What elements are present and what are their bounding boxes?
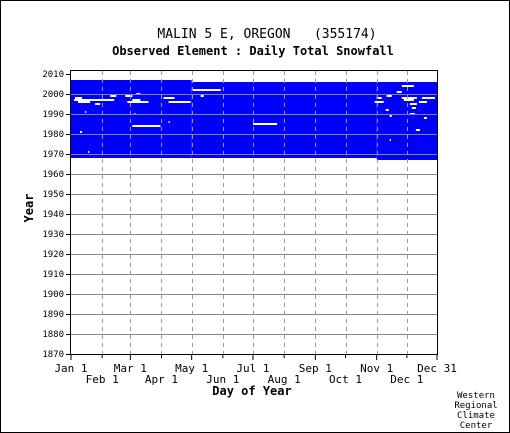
plot-area <box>70 70 438 355</box>
y-axis-label: Year <box>22 194 36 223</box>
grid-layer <box>71 71 437 354</box>
y-tick-label: 1970 <box>42 150 64 160</box>
missing-data-segment <box>423 117 427 119</box>
missing-data-segment <box>252 123 278 125</box>
credit-block: Western Regional Climate Center <box>454 391 497 431</box>
x-tick-label: Mar 1 <box>114 362 147 375</box>
y-tick-label: 1930 <box>42 230 64 240</box>
coverage-block <box>71 80 192 158</box>
x-axis-label: Day of Year <box>212 384 291 398</box>
y-tick-label: 1960 <box>42 170 64 180</box>
missing-data-segment <box>386 95 392 97</box>
missing-data-segment <box>102 99 115 101</box>
credit-line-1: Western <box>457 391 495 401</box>
x-tick-label: Oct 1 <box>329 373 362 386</box>
missing-data-segment <box>389 139 391 141</box>
y-tick-label: 1890 <box>42 310 64 320</box>
credit-line-2: Regional <box>454 401 497 411</box>
y-tick-label: 1900 <box>42 290 64 300</box>
y-tick-label: 1980 <box>42 130 64 140</box>
missing-data-segment <box>191 89 221 91</box>
x-tick-label: Jul 1 <box>236 362 269 375</box>
missing-data-segment <box>401 97 417 99</box>
x-tick-label: May 1 <box>175 362 208 375</box>
y-tick-label: 2010 <box>42 70 64 80</box>
missing-data-segment <box>409 103 417 105</box>
x-tick-label: Jan 1 <box>54 362 87 375</box>
credit-line-3: Climate <box>457 411 495 421</box>
data-layer <box>71 80 438 160</box>
missing-data-segment <box>401 85 414 87</box>
missing-data-segment <box>396 91 402 93</box>
y-tick-label: 1910 <box>42 270 64 280</box>
y-tick-label: 1880 <box>42 330 64 340</box>
missing-data-segment <box>418 101 427 103</box>
missing-data-segment <box>385 109 389 111</box>
x-tick-label: Feb 1 <box>86 373 119 386</box>
chart-subtitle: Observed Element : Daily Total Snowfall <box>112 44 394 58</box>
x-tick-label: Sep 1 <box>299 362 332 375</box>
y-tick-label: 1990 <box>42 110 64 120</box>
missing-data-segment <box>110 95 117 97</box>
x-tick-label: Jun 1 <box>206 373 239 386</box>
y-tick-label: 1870 <box>42 350 64 360</box>
y-tick-label: 2000 <box>42 90 64 100</box>
y-tick-label: 1950 <box>42 190 64 200</box>
missing-data-segment <box>85 111 87 113</box>
missing-data-segment <box>132 125 161 127</box>
missing-data-segment <box>411 107 416 109</box>
missing-data-segment <box>95 103 101 105</box>
x-tick-label: Dec 1 <box>390 373 423 386</box>
plot-frame <box>70 70 438 355</box>
missing-data-segment <box>125 95 133 97</box>
missing-data-segment <box>389 115 392 117</box>
missing-data-segment <box>132 99 141 101</box>
missing-data-segment <box>75 97 83 99</box>
missing-data-segment <box>376 97 382 99</box>
y-axis-ticks: 1870 1880 1890 1900 1910 1920 1930 1940 1950 1960… <box>42 70 71 360</box>
missing-data-segment <box>80 131 83 133</box>
missing-data-segment <box>168 101 191 103</box>
missing-data-segment <box>88 151 90 153</box>
missing-data-segment <box>403 99 414 101</box>
missing-data-segment <box>127 101 149 103</box>
missing-data-segment <box>163 97 175 99</box>
x-tick-label: Dec 31 <box>417 362 457 375</box>
missing-data-segment <box>374 101 384 103</box>
credit-line-4: Center <box>460 421 493 431</box>
missing-data-segment <box>78 101 91 103</box>
y-tick-label: 1940 <box>42 210 64 220</box>
missing-data-segment <box>415 129 420 131</box>
x-axis-ticks: Jan 1 Mar 1 May 1 Jul 1 Sep 1 Nov 1 Dec 31 Feb … <box>54 354 457 386</box>
missing-data-segment <box>421 97 435 99</box>
x-tick-label: Nov 1 <box>360 362 393 375</box>
missing-data-segment <box>168 121 170 123</box>
missing-data-segment <box>200 95 204 97</box>
missing-data-segment <box>74 99 103 101</box>
x-tick-label: Apr 1 <box>145 373 178 386</box>
y-tick-label: 1920 <box>42 250 64 260</box>
chart-title: MALIN 5 E, OREGON (355174) <box>157 27 376 42</box>
x-tick-label: Aug 1 <box>268 373 301 386</box>
